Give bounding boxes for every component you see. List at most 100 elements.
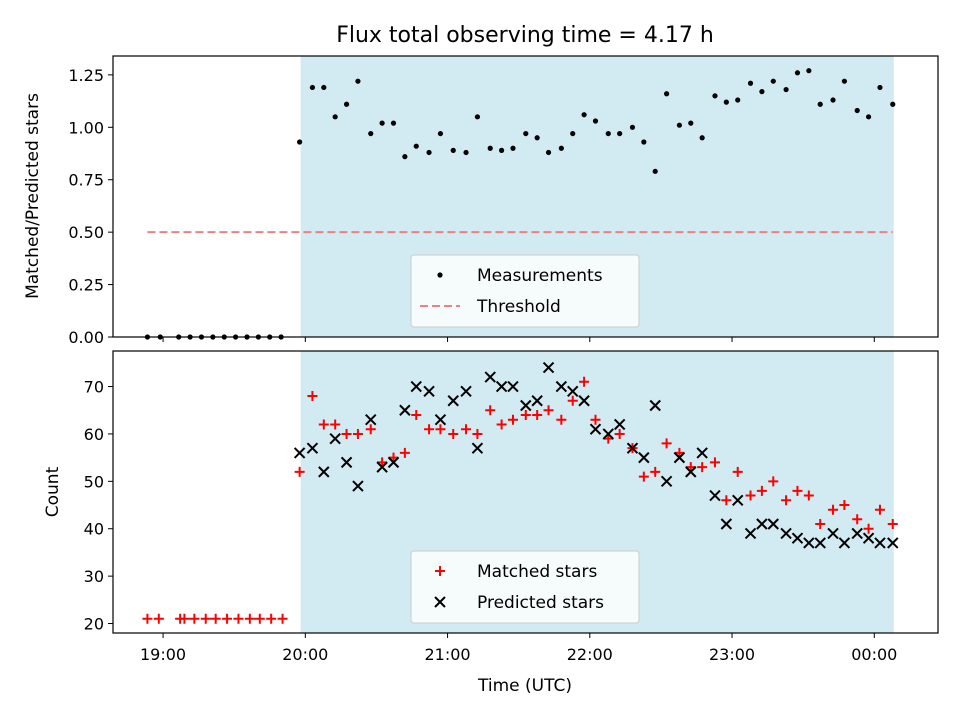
measurement-point: [534, 135, 540, 141]
predicted-star-point: [887, 537, 899, 549]
chart-title: Flux total observing time = 4.17 h: [336, 23, 714, 48]
measurement-point: [841, 78, 848, 84]
matched-star-point: [614, 428, 625, 439]
measurement-point: [806, 68, 812, 74]
matched-star-point: [472, 428, 483, 439]
plot-frame: [112, 350, 939, 634]
predicted-star-point: [423, 385, 435, 397]
predicted-star-point: [306, 442, 319, 454]
matched-star-point: [709, 457, 720, 468]
predicted-star-point: [780, 527, 792, 540]
count-panel: 20 30 40 50 60 70 19:00 20:00 21:00 22:00 23:00 00:…: [84, 350, 939, 664]
measurement-point: [545, 149, 552, 156]
measurement-point: [581, 112, 587, 118]
matched-star-point: [318, 419, 329, 430]
matched-star-point: [179, 613, 190, 624]
y-tick-label: 0.00: [68, 328, 104, 347]
predicted-star-point: [365, 414, 377, 426]
predicted-star-point: [744, 527, 757, 540]
measurement-point: [402, 154, 408, 160]
predicted-star-point: [410, 380, 422, 393]
predicted-star-point: [399, 404, 411, 416]
predicted-star-point: [767, 518, 779, 530]
measurement-point: [617, 130, 623, 137]
measurement-point: [332, 114, 338, 120]
predicted-star-point: [602, 428, 614, 440]
matched-star-point: [520, 409, 531, 420]
predicted-star-point: [460, 385, 472, 397]
predicted-star-point: [376, 461, 388, 473]
predicted-star-point: [447, 395, 459, 407]
measurement-point: [629, 124, 636, 130]
y-tick-label: 30: [84, 567, 104, 586]
y-axis-label-ratio: Matched/Predicted stars: [23, 93, 43, 299]
predicted-star-point: [851, 527, 863, 540]
legend-measurement-swatch: [437, 272, 443, 278]
measurement-point: [817, 101, 823, 107]
matched-star-point: [341, 428, 352, 439]
legend-label: Threshold: [476, 297, 561, 317]
predicted-star-point: [696, 447, 708, 459]
measurement-point: [499, 147, 505, 153]
matched-star-point: [732, 466, 743, 477]
ratio-panel: 0.00 0.25 0.50 0.75 1.00 1.25 Measurements Thre…: [68, 55, 939, 347]
predicted-star-point: [732, 494, 744, 507]
measurement-point: [368, 130, 374, 137]
matched-star-point: [590, 414, 601, 425]
predicted-star-point: [495, 380, 508, 393]
matched-star-point: [307, 391, 318, 402]
y-tick-label: 70: [84, 378, 104, 397]
matched-star-point: [756, 485, 767, 496]
measurement-point: [890, 101, 896, 107]
matched-star-point: [745, 490, 756, 501]
legend: [410, 550, 640, 624]
legend-matched-swatch: [435, 566, 445, 576]
measurement-point: [297, 139, 303, 145]
matched-star-point: [650, 466, 661, 477]
matched-star-point: [244, 613, 255, 624]
matched-star-point: [399, 447, 410, 458]
predicted-star-point: [589, 423, 602, 435]
measurement-point: [426, 149, 432, 156]
x-tick-label: 00:00: [851, 645, 897, 664]
y-axis-label-count: Count: [43, 466, 63, 517]
measurement-point: [830, 97, 836, 103]
legend-predicted-swatch: [434, 596, 446, 608]
matched-star-point: [277, 613, 288, 624]
plot-frame: [112, 55, 939, 338]
matched-star-point: [803, 490, 814, 501]
y-tick-label: 1.25: [68, 66, 104, 85]
matched-star-point: [254, 613, 265, 624]
matched-star-point: [189, 613, 200, 624]
predicted-star-point: [874, 537, 886, 549]
matched-star-point: [142, 613, 153, 624]
predicted-star-point: [827, 527, 839, 540]
measurement-point: [877, 84, 883, 91]
measurement-point: [699, 135, 705, 141]
predicted-star-point: [638, 451, 650, 464]
measurement-point: [321, 84, 327, 91]
measurement-point: [783, 86, 789, 93]
predicted-star-point: [542, 361, 555, 374]
predicted-star-point: [838, 537, 851, 549]
measurement-point: [641, 139, 647, 145]
measurement-point: [474, 114, 481, 120]
measurement-point: [570, 130, 576, 137]
predicted-star-point: [507, 380, 519, 393]
matched-star-point: [153, 613, 164, 624]
y-tick-label: 40: [84, 520, 104, 539]
matched-star-point: [294, 466, 305, 477]
measurement-point: [759, 89, 765, 95]
matched-star-point: [507, 414, 518, 425]
matched-star-point: [448, 428, 459, 439]
matched-star-point: [266, 613, 277, 624]
measurement-point: [723, 99, 729, 105]
matched-star-point: [567, 395, 578, 406]
matched-star-point: [887, 518, 898, 529]
matched-star-point: [330, 419, 341, 430]
matched-star-point: [697, 462, 708, 473]
measurement-point: [652, 168, 658, 174]
predicted-star-point: [685, 466, 697, 478]
legend-label: Measurements: [477, 266, 603, 286]
